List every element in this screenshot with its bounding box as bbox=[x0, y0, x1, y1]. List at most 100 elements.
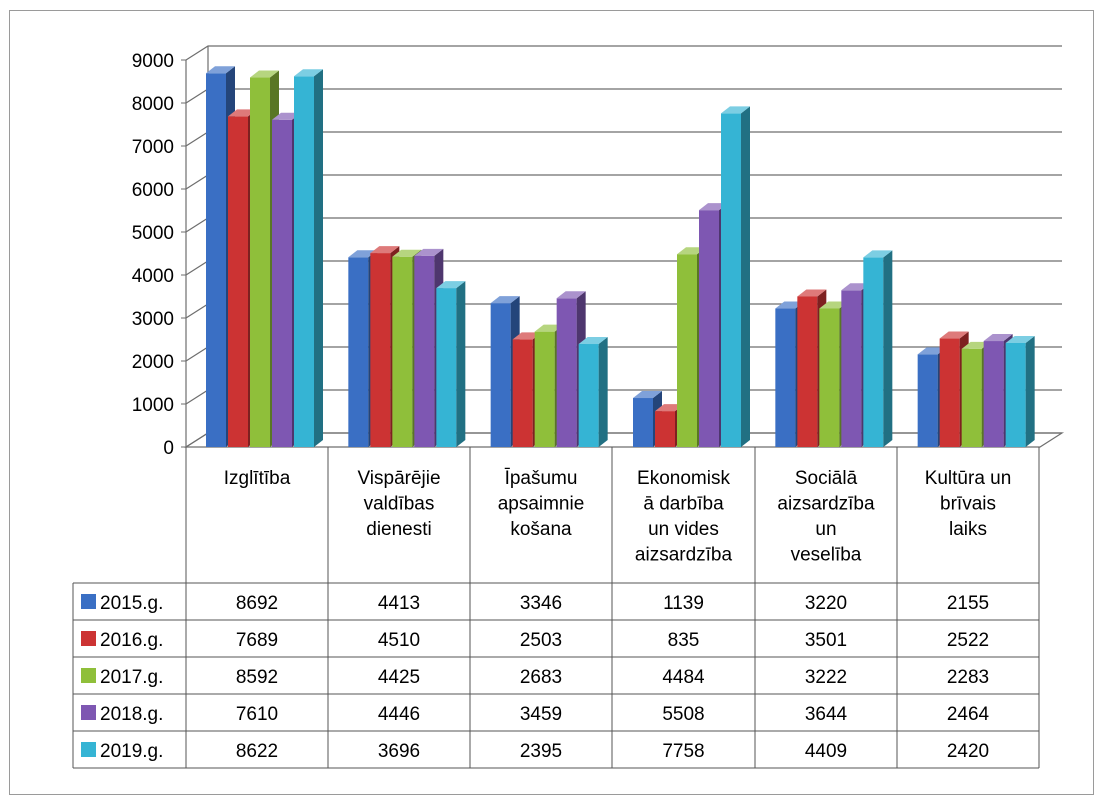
bar-top bbox=[819, 301, 849, 309]
y-tick-label: 1000 bbox=[132, 395, 174, 416]
category-label-line: apsaimnie bbox=[498, 494, 585, 515]
bar-front bbox=[775, 308, 796, 447]
legend-label: 2016.g. bbox=[100, 630, 163, 651]
legend-key bbox=[81, 668, 96, 683]
category-label-line: Ekonomisk bbox=[637, 468, 730, 489]
category-label-line: veselība bbox=[791, 545, 862, 566]
bar-top bbox=[348, 250, 378, 258]
table-value: 8622 bbox=[236, 741, 278, 762]
category-label-line: dienesti bbox=[366, 519, 432, 540]
table-value: 4484 bbox=[662, 667, 705, 688]
y-tick-label: 7000 bbox=[132, 137, 174, 158]
bar-front bbox=[556, 298, 577, 447]
table-value: 4446 bbox=[378, 704, 420, 725]
table-value: 3220 bbox=[805, 593, 847, 614]
bar-top bbox=[721, 106, 750, 114]
table-value: 4413 bbox=[378, 593, 420, 614]
bar-top bbox=[414, 248, 444, 256]
table-value: 1139 bbox=[663, 593, 704, 614]
category-label: Īpašumu apsaimnie košana bbox=[498, 468, 585, 540]
bar-front bbox=[983, 341, 1004, 447]
category-label-line: Vispārējie bbox=[357, 468, 440, 489]
category-label-line: Sociālā bbox=[795, 468, 858, 489]
table-value: 2155 bbox=[947, 593, 989, 614]
bar bbox=[1005, 335, 1035, 447]
bar bbox=[721, 106, 750, 447]
legend-label: 2018.g. bbox=[100, 704, 163, 725]
bar bbox=[863, 250, 893, 447]
bar-front bbox=[534, 331, 555, 447]
bar-front bbox=[206, 73, 226, 447]
bar-side bbox=[456, 281, 466, 447]
table-value: 3459 bbox=[520, 704, 562, 725]
table-value: 4409 bbox=[805, 741, 847, 762]
table-value: 3501 bbox=[805, 630, 847, 651]
bar-front bbox=[917, 354, 938, 447]
category-label-line: aizsardzība bbox=[635, 545, 733, 566]
bar-front bbox=[677, 254, 697, 447]
category-label-line: un bbox=[815, 519, 836, 540]
bar-top bbox=[633, 391, 662, 399]
category-label-line: un vides bbox=[648, 519, 719, 540]
category-label: Sociālā aizsardzība un veselība bbox=[777, 468, 875, 566]
category-label-line: aizsardzība bbox=[777, 494, 875, 515]
table-value: 2283 bbox=[947, 667, 989, 688]
bar-top bbox=[797, 289, 827, 297]
bar-front bbox=[228, 116, 248, 448]
bar-front bbox=[699, 210, 719, 447]
bar-top bbox=[578, 337, 608, 345]
bar-top bbox=[556, 291, 586, 299]
bar-side bbox=[741, 106, 750, 447]
y-tick-label: 2000 bbox=[132, 352, 174, 373]
bar-side bbox=[598, 337, 608, 447]
table-value: 2683 bbox=[520, 667, 562, 688]
table-value: 2420 bbox=[947, 741, 989, 762]
legend-label: 2015.g. bbox=[100, 593, 163, 614]
bar-top bbox=[841, 283, 871, 291]
legend-label: 2019.g. bbox=[100, 741, 163, 762]
bar-top bbox=[228, 109, 257, 117]
bar-top bbox=[392, 249, 422, 257]
bar-top bbox=[775, 301, 805, 309]
legend-key bbox=[81, 631, 96, 646]
bar-front bbox=[633, 398, 653, 447]
bar-top bbox=[294, 69, 323, 77]
category-label: Ekonomisk ā darbība un vides aizsardzība bbox=[635, 468, 733, 566]
y-tick-label: 3000 bbox=[132, 309, 174, 330]
bar-top bbox=[699, 203, 728, 211]
bar-top bbox=[1005, 335, 1035, 343]
bar-top bbox=[917, 347, 947, 355]
bar-front bbox=[797, 296, 818, 447]
bar-front bbox=[841, 290, 862, 447]
bar-top bbox=[983, 334, 1013, 342]
table-value: 2503 bbox=[520, 630, 562, 651]
category-label-line: Kultūra un bbox=[925, 468, 1012, 489]
bar bbox=[578, 337, 608, 447]
bar-front bbox=[250, 77, 270, 447]
category-label: Kultūra un brīvais laiks bbox=[925, 468, 1012, 540]
bar bbox=[436, 281, 466, 447]
bar-top bbox=[490, 296, 520, 304]
y-tick-label: 9000 bbox=[132, 51, 174, 72]
category-label-line: laiks bbox=[949, 519, 987, 540]
bar-front bbox=[721, 113, 741, 447]
bar-front bbox=[1005, 342, 1026, 447]
table-value: 3346 bbox=[520, 593, 562, 614]
bar-top bbox=[206, 66, 235, 74]
table-value: 8592 bbox=[236, 667, 278, 688]
bar bbox=[294, 69, 323, 447]
legend-key bbox=[81, 594, 96, 609]
table-value: 2395 bbox=[520, 741, 562, 762]
bar-front bbox=[655, 411, 675, 447]
y-tick-label: 4000 bbox=[132, 266, 174, 287]
table-value: 4425 bbox=[378, 667, 420, 688]
bar-front bbox=[961, 348, 982, 447]
bar-top bbox=[436, 281, 466, 289]
chart-frame bbox=[9, 10, 1094, 795]
y-tick-label: 0 bbox=[163, 438, 174, 459]
bar-top bbox=[677, 247, 706, 255]
bar-top bbox=[939, 331, 969, 339]
table-value: 835 bbox=[668, 630, 700, 651]
bar-top bbox=[655, 404, 684, 412]
